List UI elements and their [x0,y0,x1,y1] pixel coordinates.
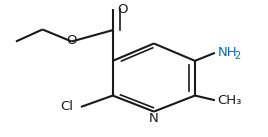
Text: CH₃: CH₃ [218,94,242,107]
Text: 2: 2 [234,51,240,61]
Text: Cl: Cl [60,100,73,113]
Text: O: O [118,3,128,16]
Text: N: N [149,112,159,125]
Text: O: O [66,34,77,47]
Text: NH: NH [218,46,237,59]
